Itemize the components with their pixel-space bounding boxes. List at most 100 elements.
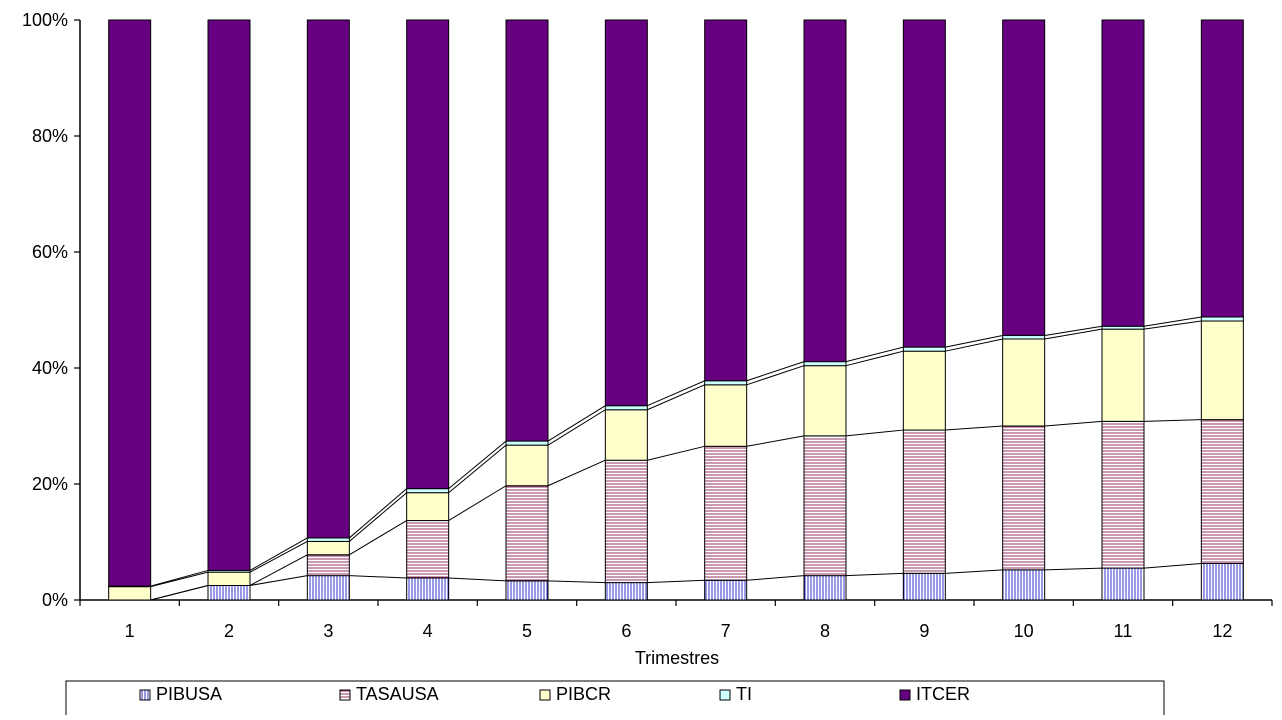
series-line-tasausa	[945, 425, 1003, 431]
bar-segment-tasausa	[803, 435, 847, 577]
series-line-pibusa	[1044, 567, 1103, 571]
bar-segment-pibcr	[902, 350, 946, 431]
bar-segment-pibcr	[306, 540, 350, 556]
bar-segment-itcer	[505, 19, 549, 442]
bar-segment-tasausa	[604, 459, 648, 584]
series-line-pibcr	[448, 444, 507, 494]
series-line-pibusa	[845, 572, 904, 577]
bar-segment-pibusa	[902, 572, 946, 601]
bar-segment-pibcr	[108, 586, 152, 601]
series-line-pibcr	[1143, 320, 1202, 330]
bar-segment-itcer	[306, 19, 350, 539]
legend-swatch-pibcr	[539, 689, 551, 701]
x-tick-label: 3	[323, 621, 333, 641]
series-line-ti	[945, 335, 1003, 348]
series-line-tasausa	[845, 429, 904, 437]
x-tick-label: 4	[423, 621, 433, 641]
series-line-ti	[845, 346, 904, 363]
series-line-pibusa	[945, 569, 1003, 574]
legend: PIBUSA TASAUSA PIBCR TI ITCER	[65, 680, 1165, 720]
bar-segment-tasausa	[704, 445, 748, 581]
series-line-tasausa	[547, 459, 606, 487]
bar-segment-ti	[704, 380, 748, 386]
bar-segment-pibcr	[604, 409, 648, 461]
legend-swatch-tasausa	[339, 689, 351, 701]
x-tick-label: 8	[820, 621, 830, 641]
y-tick-label: 60%	[32, 242, 68, 262]
series-line-tasausa	[1143, 419, 1202, 422]
series-line-pibcr	[746, 365, 805, 386]
series-line-tasausa	[349, 520, 407, 556]
series-line-pibcr	[547, 409, 606, 446]
x-tick-label: 11	[1114, 621, 1133, 641]
series-line-pibusa	[647, 579, 705, 584]
series-line-pibusa	[746, 575, 805, 581]
bar-segment-ti	[505, 440, 549, 446]
bar-segment-tasausa	[306, 554, 350, 577]
bar-segment-pibusa	[1101, 567, 1145, 601]
y-tick-label: 100%	[22, 10, 68, 30]
y-tick-label: 80%	[32, 126, 68, 146]
bar-segment-ti	[902, 346, 946, 352]
bars	[108, 19, 1244, 601]
series-line-pibusa	[448, 577, 507, 582]
bar-segment-pibusa	[306, 575, 350, 601]
series-line-ti	[1044, 325, 1103, 337]
bar-segment-ti	[803, 361, 847, 367]
bar-segment-tasausa	[406, 520, 450, 579]
legend-swatch-ti	[719, 689, 731, 701]
series-line-tasausa	[150, 585, 209, 601]
legend-label-tasausa: TASAUSA	[356, 684, 439, 704]
bar-segment-pibcr	[1101, 328, 1145, 422]
bar-segment-itcer	[704, 19, 748, 382]
y-tick-label: 40%	[32, 358, 68, 378]
legend-label-itcer: ITCER	[916, 684, 970, 704]
y-tick-label: 20%	[32, 474, 68, 494]
bar-segment-itcer	[406, 19, 450, 490]
y-tick-label: 0%	[42, 590, 68, 610]
series-line-ti	[547, 405, 606, 442]
series-line-ti	[249, 537, 308, 571]
series-line-pibcr	[150, 571, 209, 588]
series-line-pibusa	[547, 580, 606, 584]
x-tick-label: 1	[125, 621, 135, 641]
bar-segment-pibusa	[604, 582, 648, 601]
series-line-tasausa	[249, 554, 308, 586]
bar-segment-pibusa	[1200, 562, 1244, 601]
legend-swatch-itcer	[899, 689, 911, 701]
x-tick-label: 5	[522, 621, 532, 641]
series-line-pibusa	[1143, 562, 1202, 569]
bar-segment-tasausa	[1200, 419, 1244, 564]
tick-labels: 0%20%40%60%80%100%1 2 3 4 5 6 7 8 9 10 11 12	[22, 10, 1232, 641]
bar-segment-itcer	[207, 19, 251, 571]
bar-segment-itcer	[803, 19, 847, 363]
series-line-pibcr	[1044, 328, 1103, 340]
bar-segment-ti	[604, 405, 648, 411]
bar-segment-itcer	[604, 19, 648, 407]
bar-segment-pibcr	[505, 444, 549, 487]
series-line-tasausa	[647, 445, 705, 461]
series-line-ti	[448, 440, 507, 490]
x-axis-title: Trimestres	[635, 648, 719, 668]
bar-segment-pibusa	[1002, 569, 1046, 601]
bar-segment-pibcr	[704, 384, 748, 447]
bar-segment-pibusa	[505, 580, 549, 601]
legend-label-pibcr: PIBCR	[556, 684, 611, 704]
legend-swatch-pibusa	[139, 689, 151, 701]
bar-segment-tasausa	[1002, 425, 1046, 571]
x-tick-label: 12	[1212, 621, 1232, 641]
series-line-pibusa	[349, 575, 407, 579]
bar-segment-tasausa	[902, 429, 946, 574]
bar-segment-itcer	[1200, 19, 1244, 318]
series-line-tasausa	[1044, 420, 1103, 427]
bar-segment-pibcr	[1002, 338, 1046, 427]
bar-segment-pibcr	[406, 492, 450, 522]
bar-segment-ti	[1200, 316, 1244, 322]
legend-label-pibusa: PIBUSA	[156, 684, 222, 704]
bar-segment-itcer	[902, 19, 946, 348]
bar-segment-pibusa	[803, 575, 847, 601]
bar-segment-ti	[306, 537, 350, 542]
bar-segment-tasausa	[1101, 420, 1145, 569]
